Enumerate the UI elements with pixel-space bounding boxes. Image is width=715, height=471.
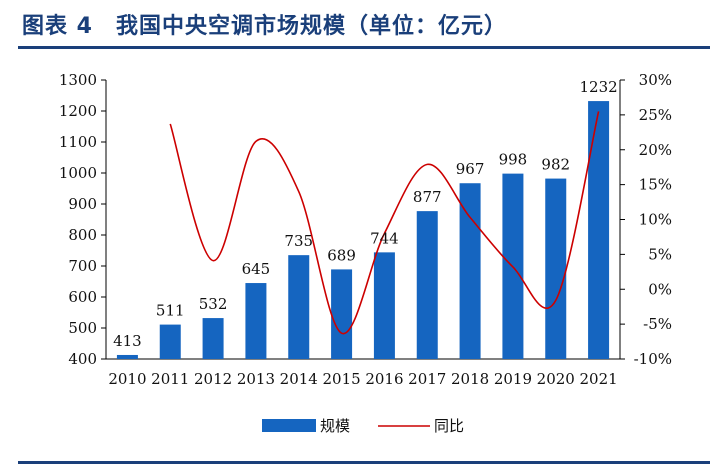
bar-value-label: 877: [413, 188, 442, 206]
left-axis-tick-label: 1000: [59, 164, 97, 182]
legend-bar-swatch: [262, 419, 316, 432]
bar-value-label: 967: [456, 160, 485, 178]
x-axis-tick-label: 2014: [280, 370, 318, 388]
bar-value-label: 413: [113, 332, 142, 350]
data-labels-layer: 413 511 532 645 735 689 744 877 967 998 982 1232: [113, 78, 618, 350]
bar-2011: [159, 324, 181, 359]
bar-2021: [588, 101, 610, 359]
x-axis-tick-label: 2011: [151, 370, 189, 388]
bar-2020: [545, 178, 567, 359]
bar-2018: [459, 183, 481, 359]
bar-value-label: 744: [370, 229, 399, 247]
figure-header: 图表 4 我国中央空调市场规模（单位：亿元）: [0, 0, 715, 49]
x-axis-tick-label: 2017: [408, 370, 446, 388]
bar-value-label: 511: [156, 302, 185, 320]
bar-2012: [202, 318, 224, 359]
bar-series-layer: [116, 101, 610, 359]
right-axis-tick-label: -5%: [643, 315, 672, 333]
left-axis-tick-label: 1100: [59, 133, 97, 151]
bar-value-label: 645: [242, 260, 271, 278]
right-axis-tick-label: 25%: [639, 106, 672, 124]
bar-2010: [116, 354, 138, 359]
line-series-layer: [169, 111, 600, 335]
right-axis-tick-label: -10%: [634, 350, 672, 368]
right-axis-tick-label: 5%: [648, 245, 672, 263]
x-axis-tick-label: 2018: [451, 370, 489, 388]
x-axis-tick-label: 2010: [108, 370, 146, 388]
left-axis-tick-label: 1300: [59, 71, 97, 89]
legend: 规模 同比: [262, 417, 464, 435]
x-axis-tick-label: 2012: [194, 370, 232, 388]
x-axis-tick-label: 2015: [322, 370, 360, 388]
left-axis-tick-label: 800: [68, 226, 97, 244]
figure-title: 图表 4 我国中央空调市场规模（单位：亿元）: [22, 14, 507, 39]
legend-line-label: 同比: [434, 417, 464, 435]
x-axis-tick-label: 2016: [365, 370, 403, 388]
bar-value-label: 1232: [579, 78, 617, 96]
bar-2014: [288, 255, 310, 359]
x-axis-tick-label: 2020: [537, 370, 575, 388]
left-axis-tick-label: 700: [68, 257, 97, 275]
x-axis-tick-label: 2021: [579, 370, 617, 388]
left-axis-tick-label: 600: [68, 288, 97, 306]
left-axis-tick-label: 1200: [59, 102, 97, 120]
right-axis-tick-label: 20%: [639, 141, 672, 159]
right-axis-tick-label: 10%: [639, 211, 672, 229]
bottom-divider: [18, 461, 710, 464]
x-axis-tick-label: 2013: [237, 370, 275, 388]
x-axis-tick-label: 2019: [494, 370, 532, 388]
left-axis-tick-label: 400: [68, 350, 97, 368]
axes: 400 500 600 700 800 900 1000 1100 1200 1300 -10% -5…: [59, 71, 672, 388]
left-axis-tick-label: 900: [68, 195, 97, 213]
bar-value-label: 532: [199, 295, 228, 313]
bar-value-label: 735: [284, 232, 313, 250]
right-axis-tick-label: 30%: [639, 71, 672, 89]
title-divider: [18, 46, 710, 49]
bar-2015: [331, 269, 353, 359]
right-axis-tick-label: 15%: [639, 176, 672, 194]
bar-2016: [373, 252, 395, 359]
legend-bar-label: 规模: [320, 417, 350, 435]
bar-2013: [245, 283, 267, 359]
bar-value-label: 998: [499, 151, 528, 169]
left-axis-tick-label: 500: [68, 319, 97, 337]
bar-2017: [416, 211, 438, 359]
yoy-growth-line: [169, 111, 600, 335]
bar-value-label: 689: [327, 246, 356, 264]
bar-value-label: 982: [541, 156, 570, 174]
right-axis-tick-label: 0%: [648, 280, 672, 298]
